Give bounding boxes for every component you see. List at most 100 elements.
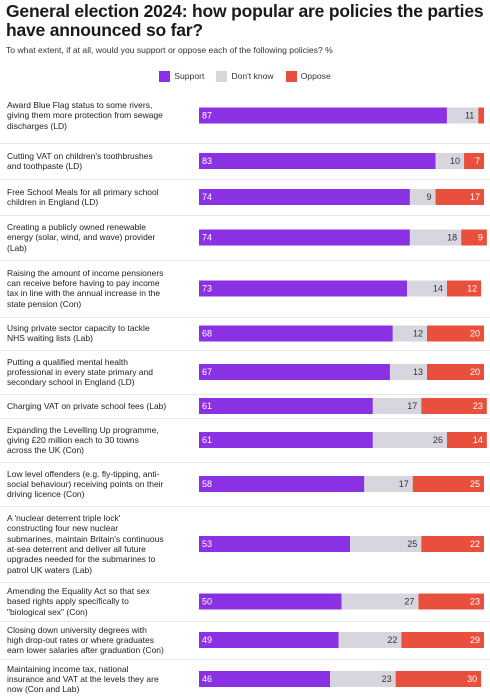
chart-title: General election 2024: how popular are p…	[6, 1, 484, 40]
row-separator	[0, 418, 490, 419]
category-label: Maintaining income tax, national insuranc…	[7, 664, 195, 695]
legend-swatch-dont-know	[216, 70, 228, 82]
data-label: 73	[202, 284, 212, 294]
row-separator	[0, 582, 490, 583]
legend-swatch-oppose	[285, 70, 297, 82]
category-label: Expanding the Levelling Up programme, giv…	[7, 425, 195, 456]
bar-segment-support	[199, 671, 331, 687]
row-separator	[0, 462, 490, 463]
category-label-line: based rights apply specifically to	[7, 596, 129, 607]
data-label: 17	[399, 479, 409, 489]
category-label-line: "biological sex" (Con)	[7, 606, 88, 617]
data-label: 9	[478, 233, 483, 243]
data-label: 61	[202, 435, 212, 445]
category-label-line: Low level offenders (e.g. fly-tipping, a…	[7, 468, 160, 479]
bar-segment-oppose	[435, 189, 484, 205]
bar-segment-oppose	[464, 153, 484, 169]
data-label: 13	[413, 367, 423, 377]
data-label: 53	[202, 539, 212, 549]
data-label: 14	[433, 284, 443, 294]
category-label: Charging VAT on private school fees (Lab…	[7, 401, 195, 411]
category-label-line: Raising the amount of income pensioners	[7, 267, 164, 278]
data-label: 10	[450, 156, 460, 166]
category-label-line: energy (solar, wind, and wave) provider	[7, 232, 156, 243]
data-label: 67	[202, 367, 212, 377]
category-label-line: earn lower salaries after graduation (Co…	[7, 645, 164, 656]
category-label: Raising the amount of income pensioners c…	[7, 268, 195, 309]
bar-segment-support	[199, 153, 436, 169]
data-label: 29	[470, 635, 480, 645]
category-label-line: giving £20 million each to 30 towns	[7, 434, 139, 445]
bar-segment-don-t-know	[372, 398, 422, 414]
category-label: Cutting VAT on children's toothbrushes an…	[7, 151, 195, 172]
category-label-line: constructing four new nuclear	[7, 523, 119, 534]
category-label: A 'nuclear deterrent triple lock' constru…	[7, 513, 195, 575]
data-label: 12	[467, 284, 477, 294]
legend-label-support: Support	[174, 71, 205, 81]
data-label: 11	[465, 111, 474, 121]
category-label-line: state pension (Con)	[7, 298, 82, 309]
bar-segment-support	[199, 398, 373, 414]
data-label: 87	[202, 111, 212, 121]
bar-segment-oppose	[412, 476, 484, 492]
data-label: 25	[407, 539, 417, 549]
bar-segment-support	[199, 536, 351, 552]
bar-segment-support	[199, 229, 410, 246]
category-label: Award Blue Flag status to some rivers, gi…	[7, 100, 195, 131]
legend-label-dont-know: Don't know	[231, 71, 274, 81]
bar-segment-don-t-know	[435, 153, 465, 169]
data-label: 49	[202, 635, 212, 645]
category-label: Free School Meals for all primary school…	[7, 187, 195, 208]
category-label-line: discharges (LD)	[7, 120, 67, 131]
category-label-line: Putting a qualified mental health	[7, 356, 128, 367]
category-label-line: giving them more protection from sewage	[7, 110, 163, 121]
bar-segment-oppose	[427, 325, 484, 342]
bar-segment-support	[199, 364, 390, 380]
bar-segment-support	[199, 593, 342, 610]
bar-segment-oppose	[427, 364, 484, 380]
category-label-line: Closing down university degrees with	[7, 624, 147, 635]
category-label-line: Maintaining income tax, national	[7, 663, 129, 674]
data-label: 18	[447, 233, 457, 243]
bar-segment-don-t-know	[446, 107, 479, 124]
category-label: Low level offenders (e.g. fly-tipping, a…	[7, 469, 195, 500]
bar-segment-oppose	[461, 229, 487, 246]
row-separator	[0, 621, 490, 622]
bar-segment-don-t-know	[364, 476, 413, 492]
category-label: Using private sector capacity to tackle N…	[7, 323, 195, 344]
category-label-line: Award Blue Flag status to some rivers,	[7, 100, 153, 111]
legend-item-oppose: Oppose	[285, 70, 331, 82]
bar-segment-don-t-know	[338, 632, 402, 648]
data-label: 74	[202, 233, 212, 243]
data-label: 17	[407, 401, 417, 411]
data-label: 23	[473, 401, 483, 411]
bar-segment-support	[199, 189, 410, 205]
data-label: 22	[470, 539, 480, 549]
category-label-line: A 'nuclear deterrent triple lock'	[7, 513, 121, 524]
bar-segment-support	[199, 325, 393, 342]
data-label: 20	[470, 329, 480, 339]
data-label: 50	[202, 597, 212, 607]
category-label-line: secondary school in England (LD)	[7, 377, 135, 388]
category-label-line: children in England (LD)	[7, 196, 99, 207]
chart-legend: Support Don't know Oppose	[0, 69, 490, 83]
legend-swatch-support	[159, 70, 171, 82]
stacked-bar-chart: 87 11 83 10 7 74 9 17 74 18 9 73 14 12 68 12 20 67 13 20 61 1…	[199, 107, 487, 687]
data-label: 17	[470, 192, 480, 202]
category-label-line: Creating a publicly owned renewable	[7, 222, 146, 233]
category-label-line: Amending the Equality Act so that sex	[7, 586, 150, 597]
category-label: Creating a publicly owned renewable energ…	[7, 222, 195, 253]
category-label-line: across the UK (Con)	[7, 445, 84, 456]
data-label: 22	[387, 635, 397, 645]
legend-item-support: Support	[159, 70, 205, 82]
bar-segment-don-t-know	[350, 536, 422, 552]
bar-segment-support	[199, 280, 408, 297]
bar-segment-don-t-know	[389, 364, 427, 380]
row-separator	[0, 215, 490, 216]
data-label: 68	[202, 329, 212, 339]
bar-segment-don-t-know	[409, 189, 436, 205]
category-label-line: insurance and VAT at the levels they are	[7, 673, 159, 684]
data-label: 74	[202, 192, 212, 202]
category-label-line: Expanding the Levelling Up programme,	[7, 424, 159, 435]
category-label-line: submarines, maintain Britain's continuou…	[7, 533, 164, 544]
